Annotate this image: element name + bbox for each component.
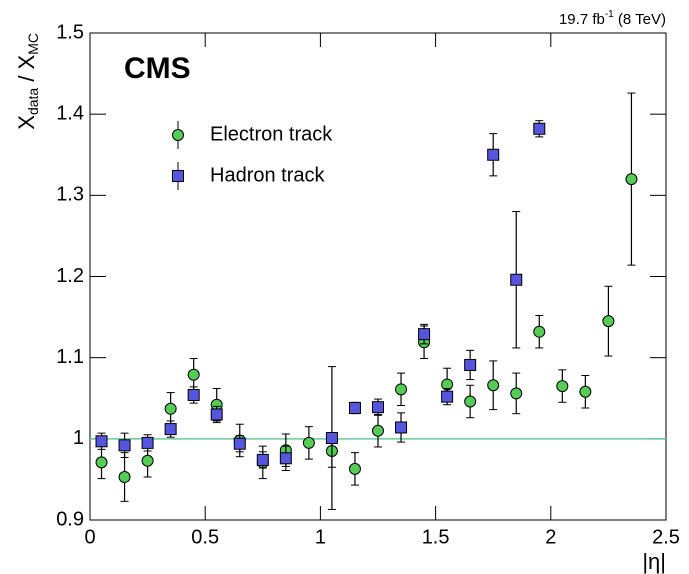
y-tick-label: 1.5 xyxy=(56,21,84,43)
point xyxy=(141,454,154,467)
y-tick-label: 0.9 xyxy=(56,508,84,530)
point xyxy=(233,437,246,450)
point xyxy=(510,273,523,286)
lumi-text: 19.7 fb xyxy=(559,11,605,28)
point xyxy=(625,173,638,186)
point xyxy=(441,390,454,403)
point xyxy=(95,435,108,448)
point xyxy=(118,470,131,483)
point xyxy=(464,358,477,371)
point xyxy=(556,380,569,393)
point xyxy=(464,395,477,408)
point xyxy=(95,456,108,469)
lumi-energy: (8 TeV) xyxy=(614,11,666,28)
y-tick-label: 1.3 xyxy=(56,184,84,206)
point xyxy=(510,387,523,400)
legend-marker xyxy=(172,170,184,182)
point xyxy=(487,148,500,161)
y-tick-label: 1.1 xyxy=(56,346,84,368)
point xyxy=(141,436,154,449)
point xyxy=(325,432,338,445)
legend-marker xyxy=(172,129,184,141)
point xyxy=(302,436,315,449)
point xyxy=(348,462,361,475)
point xyxy=(487,379,500,392)
point xyxy=(164,402,177,415)
point xyxy=(395,421,408,434)
legend-label: Electron track xyxy=(210,123,333,145)
point xyxy=(118,439,131,452)
y-tick-label: 1.4 xyxy=(56,102,84,124)
y-label-x: X xyxy=(14,115,39,130)
y-label-sub2: MC xyxy=(25,33,41,55)
y-axis-label: Xdata / XMC xyxy=(14,33,41,130)
point xyxy=(279,452,292,465)
point xyxy=(418,328,431,341)
chart-title: CMS xyxy=(124,52,191,85)
y-tick-label: 1 xyxy=(73,427,84,449)
y-label-x2: / X xyxy=(14,54,39,87)
y-tick-label: 1.2 xyxy=(56,265,84,287)
point xyxy=(602,315,615,328)
point xyxy=(164,423,177,436)
x-tick-label: 0.5 xyxy=(191,526,219,548)
point xyxy=(187,368,200,381)
lumi-label: 19.7 fb-1 (8 TeV) xyxy=(559,9,666,28)
point xyxy=(579,385,592,398)
point xyxy=(372,401,384,414)
point xyxy=(533,325,546,338)
legend-label: Hadron track xyxy=(210,164,325,186)
point xyxy=(372,424,384,437)
point xyxy=(395,383,408,396)
x-tick-label: 1.5 xyxy=(422,526,450,548)
point xyxy=(210,408,223,421)
point xyxy=(533,122,546,135)
x-tick-label: 0 xyxy=(84,526,95,548)
x-tick-label: 1 xyxy=(315,526,326,548)
y-label-sub: data xyxy=(25,88,41,115)
point xyxy=(256,453,269,466)
lumi-sup: -1 xyxy=(605,9,614,20)
x-tick-label: 2.5 xyxy=(652,526,680,548)
point xyxy=(187,389,200,402)
x-tick-label: 2 xyxy=(545,526,556,548)
x-axis-label: |η| xyxy=(642,549,666,574)
point xyxy=(348,401,361,414)
